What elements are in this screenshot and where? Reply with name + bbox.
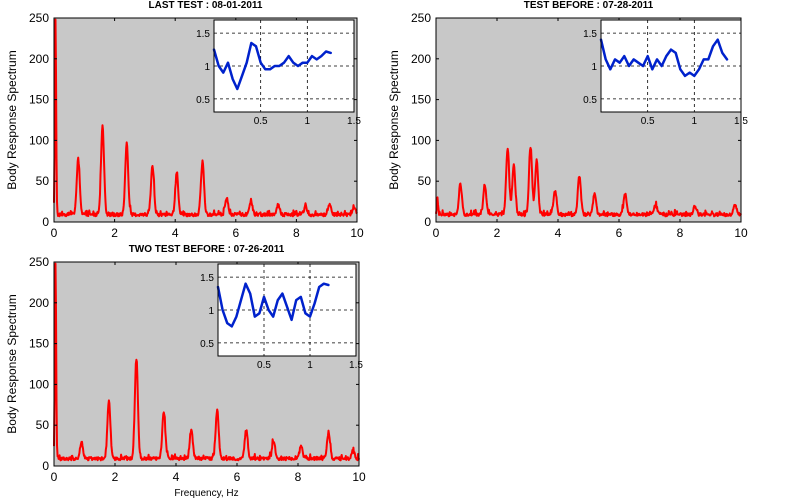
inset-y-tick-label: 1 [591, 62, 597, 73]
y-tick-label: 100 [29, 133, 49, 147]
x-tick-label: 2 [112, 470, 119, 484]
y-axis-label-1: Body Response Spectrum [5, 50, 19, 189]
y-tick-label: 150 [29, 93, 49, 107]
y-tick-label: 0 [42, 215, 49, 229]
x-tick-label: 8 [677, 226, 684, 240]
axes-frame-2 [435, 17, 742, 223]
inset-x-tick-label: 1.5 [349, 360, 363, 371]
x-tick-label: 6 [234, 470, 241, 484]
y-tick-label: 50 [36, 174, 50, 188]
x-tick-label: 0 [51, 470, 58, 484]
x-tick-label: 10 [350, 226, 364, 240]
y-axis-label-2: Body Response Spectrum [387, 50, 401, 189]
inset-y-tick-label: 1.5 [200, 273, 214, 284]
y-tick-label: 100 [411, 133, 431, 147]
y-tick-label: 250 [29, 11, 49, 25]
y-tick-label: 200 [29, 296, 49, 310]
inset-line-3 [216, 282, 330, 328]
inset-x-tick-label: 1 [305, 116, 311, 127]
inset-y-tick-label: 1 [204, 62, 210, 73]
x-tick-label: 4 [555, 226, 562, 240]
spectrum-line-3 [53, 262, 360, 462]
spectrum-line-1 [53, 18, 358, 218]
y-tick-label: 0 [42, 459, 49, 473]
inset-x-tick-label: 1 [692, 116, 698, 127]
y-tick-label: 200 [29, 52, 49, 66]
inset-x-tick-label: 0.5 [257, 360, 271, 371]
inset-x-tick-label: 1.5 [734, 116, 748, 127]
inset-x-tick-label: 1.5 [347, 116, 361, 127]
x-tick-label: 4 [173, 470, 180, 484]
x-tick-label: 8 [293, 226, 300, 240]
chart-title-2: TEST BEFORE : 07-28-2011 [524, 0, 654, 11]
x-tick-label: 4 [172, 226, 179, 240]
y-tick-label: 150 [411, 93, 431, 107]
x-tick-label: 8 [295, 470, 302, 484]
x-tick-label: 0 [51, 226, 58, 240]
y-tick-label: 100 [29, 377, 49, 391]
spectrum-line-2 [435, 146, 742, 218]
y-axis-label-3: Body Response Spectrum [5, 294, 19, 433]
y-tick-label: 250 [29, 255, 49, 269]
inset-y-tick-label: 1 [208, 306, 214, 317]
x-tick-label: 10 [352, 470, 366, 484]
axes-frame-3 [53, 261, 360, 467]
inset-line-1 [212, 41, 332, 91]
x-tick-label: 6 [232, 226, 239, 240]
chart-title-3: TWO TEST BEFORE : 07-26-2011 [129, 244, 285, 255]
axes-frame-1 [53, 17, 358, 223]
y-tick-label: 200 [411, 52, 431, 66]
inset-y-tick-label: 0.5 [200, 339, 214, 350]
inset-frame-3 [217, 263, 357, 357]
x-tick-label: 10 [734, 226, 748, 240]
inset-frame-2 [600, 19, 742, 113]
inset-y-tick-label: 0.5 [196, 95, 210, 106]
chart-title-1: LAST TEST : 08-01-2011 [149, 0, 263, 11]
x-tick-label: 0 [433, 226, 440, 240]
y-tick-label: 250 [411, 11, 431, 25]
inset-x-tick-label: 1 [307, 360, 313, 371]
x-tick-label: 2 [494, 226, 501, 240]
y-tick-label: 150 [29, 337, 49, 351]
inset-y-tick-label: 0.5 [583, 95, 597, 106]
x-tick-label: 6 [616, 226, 623, 240]
x-axis-label: Frequency, Hz [174, 488, 238, 499]
y-tick-label: 50 [36, 418, 50, 432]
inset-frame-1 [213, 19, 355, 113]
y-tick-label: 0 [424, 215, 431, 229]
inset-y-tick-label: 1.5 [196, 29, 210, 40]
inset-x-tick-label: 0.5 [254, 116, 268, 127]
inset-x-tick-label: 0.5 [641, 116, 655, 127]
x-tick-label: 2 [111, 226, 118, 240]
inset-line-2 [599, 38, 729, 78]
inset-y-tick-label: 1.5 [583, 29, 597, 40]
y-tick-label: 50 [418, 174, 432, 188]
